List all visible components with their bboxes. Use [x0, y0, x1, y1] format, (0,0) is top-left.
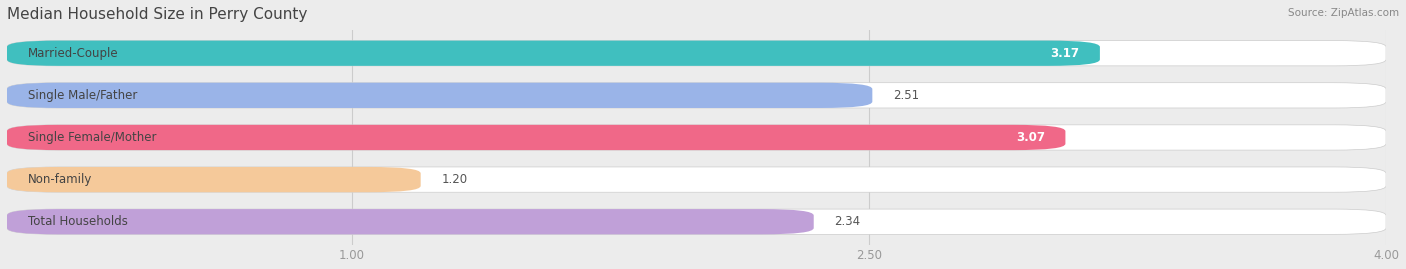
FancyBboxPatch shape	[7, 209, 1386, 234]
FancyBboxPatch shape	[7, 41, 1386, 66]
Text: 3.17: 3.17	[1050, 47, 1080, 60]
FancyBboxPatch shape	[7, 125, 1386, 150]
Text: 2.34: 2.34	[834, 215, 860, 228]
FancyBboxPatch shape	[7, 41, 1099, 66]
Text: Married-Couple: Married-Couple	[28, 47, 118, 60]
FancyBboxPatch shape	[7, 125, 1066, 150]
Text: Median Household Size in Perry County: Median Household Size in Perry County	[7, 7, 308, 22]
FancyBboxPatch shape	[7, 83, 872, 108]
Text: Non-family: Non-family	[28, 173, 91, 186]
Text: Single Female/Mother: Single Female/Mother	[28, 131, 156, 144]
Text: 3.07: 3.07	[1015, 131, 1045, 144]
Text: 1.20: 1.20	[441, 173, 467, 186]
Text: Single Male/Father: Single Male/Father	[28, 89, 136, 102]
FancyBboxPatch shape	[7, 209, 814, 234]
Text: Source: ZipAtlas.com: Source: ZipAtlas.com	[1288, 8, 1399, 18]
FancyBboxPatch shape	[7, 167, 1386, 192]
Text: Total Households: Total Households	[28, 215, 128, 228]
FancyBboxPatch shape	[7, 83, 1386, 108]
Text: 2.51: 2.51	[893, 89, 920, 102]
FancyBboxPatch shape	[7, 167, 420, 192]
